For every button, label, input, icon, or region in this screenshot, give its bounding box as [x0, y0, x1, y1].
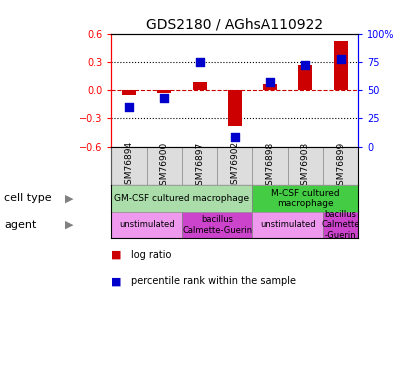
Point: [161, 95, 168, 101]
Text: GSM76900: GSM76900: [160, 141, 169, 190]
Bar: [252, 185, 358, 212]
Point: [267, 79, 273, 85]
Text: GSM76899: GSM76899: [336, 141, 345, 190]
Bar: [193, 82, 207, 90]
Text: ■: ■: [111, 276, 122, 286]
Point: [338, 56, 344, 62]
Text: unstimulated: unstimulated: [260, 220, 316, 230]
Bar: [298, 65, 312, 90]
Bar: [263, 84, 277, 90]
Bar: [334, 41, 347, 90]
Text: percentile rank within the sample: percentile rank within the sample: [131, 276, 297, 286]
Text: GSM76897: GSM76897: [195, 141, 204, 190]
Bar: [182, 212, 252, 238]
Text: M-CSF cultured
macrophage: M-CSF cultured macrophage: [271, 189, 339, 208]
Text: ▶: ▶: [65, 194, 74, 204]
Text: GSM76894: GSM76894: [125, 141, 134, 190]
Bar: [252, 212, 323, 238]
Point: [196, 59, 203, 65]
Text: ▶: ▶: [65, 220, 74, 230]
Text: log ratio: log ratio: [131, 250, 172, 260]
Point: [126, 104, 132, 110]
Bar: [111, 185, 252, 212]
Text: GSM76898: GSM76898: [265, 141, 275, 190]
Text: agent: agent: [4, 220, 36, 230]
Text: GSM76902: GSM76902: [230, 141, 239, 190]
Bar: [157, 90, 172, 93]
Bar: [228, 90, 242, 126]
Bar: [111, 212, 182, 238]
Text: bacillus
Calmette-Guerin: bacillus Calmette-Guerin: [182, 215, 252, 235]
Bar: [122, 90, 136, 95]
Point: [232, 135, 238, 141]
Title: GDS2180 / AGhsA110922: GDS2180 / AGhsA110922: [146, 17, 324, 31]
Text: cell type: cell type: [4, 194, 52, 204]
Text: GM-CSF cultured macrophage: GM-CSF cultured macrophage: [114, 194, 250, 203]
Text: GSM76903: GSM76903: [301, 141, 310, 190]
Bar: [323, 212, 358, 238]
Text: unstimulated: unstimulated: [119, 220, 174, 230]
Point: [302, 62, 308, 68]
Text: ■: ■: [111, 250, 122, 260]
Text: bacillus
Calmette
-Guerin: bacillus Calmette -Guerin: [321, 210, 360, 240]
